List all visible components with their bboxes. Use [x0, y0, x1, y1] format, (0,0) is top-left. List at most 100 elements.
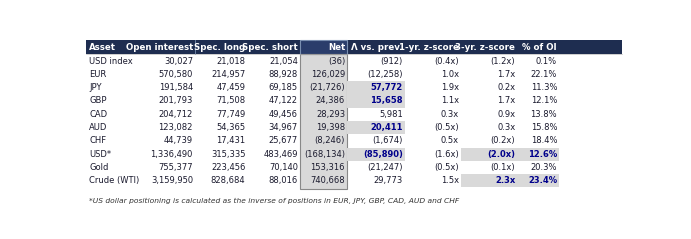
- Text: 30,027: 30,027: [164, 56, 193, 65]
- Text: USD index: USD index: [89, 56, 133, 65]
- Text: 0.5x: 0.5x: [441, 136, 459, 145]
- Text: (0.1x): (0.1x): [491, 163, 515, 172]
- Text: 54,365: 54,365: [216, 123, 245, 132]
- Text: 15.8%: 15.8%: [531, 123, 557, 132]
- Text: 740,668: 740,668: [310, 176, 345, 185]
- Text: Net: Net: [328, 43, 345, 52]
- Text: 71,508: 71,508: [216, 97, 245, 105]
- Text: 70,140: 70,140: [269, 163, 298, 172]
- Text: 1.7x: 1.7x: [497, 97, 515, 105]
- Text: (912): (912): [381, 56, 403, 65]
- Text: 1.9x: 1.9x: [441, 83, 459, 92]
- Text: (1.6x): (1.6x): [435, 150, 459, 159]
- Text: 13.8%: 13.8%: [531, 110, 557, 119]
- Text: 24,386: 24,386: [316, 97, 345, 105]
- Text: 2.3x: 2.3x: [495, 176, 515, 185]
- Text: 0.2x: 0.2x: [498, 83, 515, 92]
- Text: 21,018: 21,018: [216, 56, 245, 65]
- Text: (85,890): (85,890): [363, 150, 403, 159]
- Text: USD*: USD*: [89, 150, 111, 159]
- Text: 12.6%: 12.6%: [528, 150, 557, 159]
- Text: 19,398: 19,398: [316, 123, 345, 132]
- Text: Crude (WTI): Crude (WTI): [89, 176, 140, 185]
- Text: 483,469: 483,469: [263, 150, 298, 159]
- Text: 44,739: 44,739: [164, 136, 193, 145]
- Text: AUD: AUD: [89, 123, 107, 132]
- Bar: [300, 54, 347, 189]
- Text: 1.5x: 1.5x: [441, 176, 459, 185]
- Text: 47,122: 47,122: [269, 97, 298, 105]
- Text: Open interest: Open interest: [126, 43, 193, 52]
- Text: JPY: JPY: [89, 83, 102, 92]
- Text: 57,772: 57,772: [370, 83, 403, 92]
- Bar: [347, 94, 405, 108]
- Text: 0.1%: 0.1%: [536, 56, 557, 65]
- Bar: [300, 40, 347, 54]
- Text: 3,159,950: 3,159,950: [151, 176, 193, 185]
- Bar: [86, 40, 622, 54]
- Text: 0.3x: 0.3x: [497, 123, 515, 132]
- Text: 0.9x: 0.9x: [498, 110, 515, 119]
- Text: (1,674): (1,674): [372, 136, 403, 145]
- Text: 153,316: 153,316: [310, 163, 345, 172]
- Text: 17,431: 17,431: [216, 136, 245, 145]
- Text: Gold: Gold: [89, 163, 108, 172]
- Text: Spec. short: Spec. short: [242, 43, 298, 52]
- Text: 11.3%: 11.3%: [531, 83, 557, 92]
- Text: 47,459: 47,459: [216, 83, 245, 92]
- Text: 1.1x: 1.1x: [441, 97, 459, 105]
- Text: 315,335: 315,335: [211, 150, 245, 159]
- Text: 5,981: 5,981: [379, 110, 403, 119]
- Text: CAD: CAD: [89, 110, 107, 119]
- Text: (0.2x): (0.2x): [491, 136, 515, 145]
- Bar: [461, 147, 518, 161]
- Text: 18.4%: 18.4%: [531, 136, 557, 145]
- Text: 1.0x: 1.0x: [441, 70, 459, 79]
- Text: (0.5x): (0.5x): [435, 123, 459, 132]
- Text: 201,793: 201,793: [158, 97, 193, 105]
- Text: 1,336,490: 1,336,490: [151, 150, 193, 159]
- Text: (0.4x): (0.4x): [435, 56, 459, 65]
- Text: (0.5x): (0.5x): [435, 163, 459, 172]
- Text: 49,456: 49,456: [269, 110, 298, 119]
- Text: GBP: GBP: [89, 97, 106, 105]
- Bar: [347, 81, 405, 94]
- Bar: [518, 147, 559, 161]
- Text: 69,185: 69,185: [269, 83, 298, 92]
- Bar: [347, 147, 405, 161]
- Text: 214,957: 214,957: [211, 70, 245, 79]
- Text: 25,677: 25,677: [269, 136, 298, 145]
- Text: *US dollar positioning is calculated as the inverse of positions in EUR, JPY, GB: *US dollar positioning is calculated as …: [89, 198, 460, 204]
- Text: 3-yr. z-score: 3-yr. z-score: [455, 43, 515, 52]
- Text: 223,456: 223,456: [211, 163, 245, 172]
- Text: 755,377: 755,377: [158, 163, 193, 172]
- Text: 12.1%: 12.1%: [531, 97, 557, 105]
- Text: 22.1%: 22.1%: [531, 70, 557, 79]
- Text: 29,773: 29,773: [374, 176, 403, 185]
- Text: Λ vs. prev.: Λ vs. prev.: [351, 43, 403, 52]
- Text: (8,246): (8,246): [314, 136, 345, 145]
- Text: (36): (36): [328, 56, 345, 65]
- Text: Asset: Asset: [89, 43, 116, 52]
- Bar: [461, 174, 518, 187]
- Text: 204,712: 204,712: [159, 110, 193, 119]
- Text: % of OI: % of OI: [522, 43, 557, 52]
- Text: (1.2x): (1.2x): [491, 56, 515, 65]
- Text: 1-yr. z-score: 1-yr. z-score: [399, 43, 459, 52]
- Text: 23.4%: 23.4%: [528, 176, 557, 185]
- Text: 88,928: 88,928: [269, 70, 298, 79]
- Text: 20,411: 20,411: [370, 123, 403, 132]
- Text: 20.3%: 20.3%: [531, 163, 557, 172]
- Text: 0.3x: 0.3x: [441, 110, 459, 119]
- Text: 88,016: 88,016: [269, 176, 298, 185]
- Bar: [300, 54, 347, 189]
- Bar: [518, 174, 559, 187]
- Text: (21,247): (21,247): [368, 163, 403, 172]
- Bar: [347, 121, 405, 134]
- Text: 34,967: 34,967: [269, 123, 298, 132]
- Text: 126,029: 126,029: [311, 70, 345, 79]
- Text: 1.7x: 1.7x: [497, 70, 515, 79]
- Text: 21,054: 21,054: [269, 56, 298, 65]
- Text: (21,726): (21,726): [310, 83, 345, 92]
- Text: Spec. long: Spec. long: [194, 43, 245, 52]
